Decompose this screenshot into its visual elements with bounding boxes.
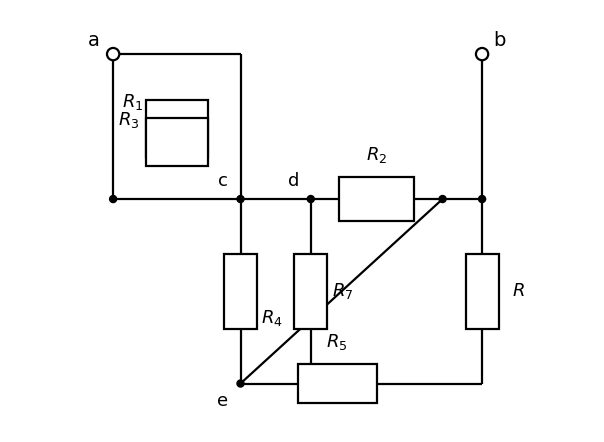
Bar <box>294 254 327 328</box>
Text: $R_1$: $R_1$ <box>122 92 144 112</box>
Circle shape <box>476 48 488 60</box>
Circle shape <box>109 195 117 202</box>
Circle shape <box>237 195 244 202</box>
Text: $R_5$: $R_5$ <box>326 332 348 352</box>
Text: c: c <box>218 172 228 191</box>
Bar <box>466 254 498 328</box>
Bar <box>146 100 208 157</box>
Text: $R_2$: $R_2$ <box>366 145 387 165</box>
Text: $R_4$: $R_4$ <box>262 308 283 328</box>
Circle shape <box>439 195 446 202</box>
Bar <box>224 254 257 328</box>
Circle shape <box>478 195 486 202</box>
Text: a: a <box>88 31 99 50</box>
Text: $R$: $R$ <box>512 282 524 300</box>
Text: b: b <box>493 31 506 50</box>
Circle shape <box>237 380 244 387</box>
Circle shape <box>307 195 314 202</box>
Circle shape <box>107 48 119 60</box>
Bar <box>146 118 208 166</box>
Text: $R_7$: $R_7$ <box>332 281 353 301</box>
Text: $R_3$: $R_3$ <box>118 110 140 130</box>
Bar <box>339 177 414 221</box>
Text: e: e <box>217 392 228 410</box>
Bar <box>298 364 377 403</box>
Text: d: d <box>288 172 299 191</box>
